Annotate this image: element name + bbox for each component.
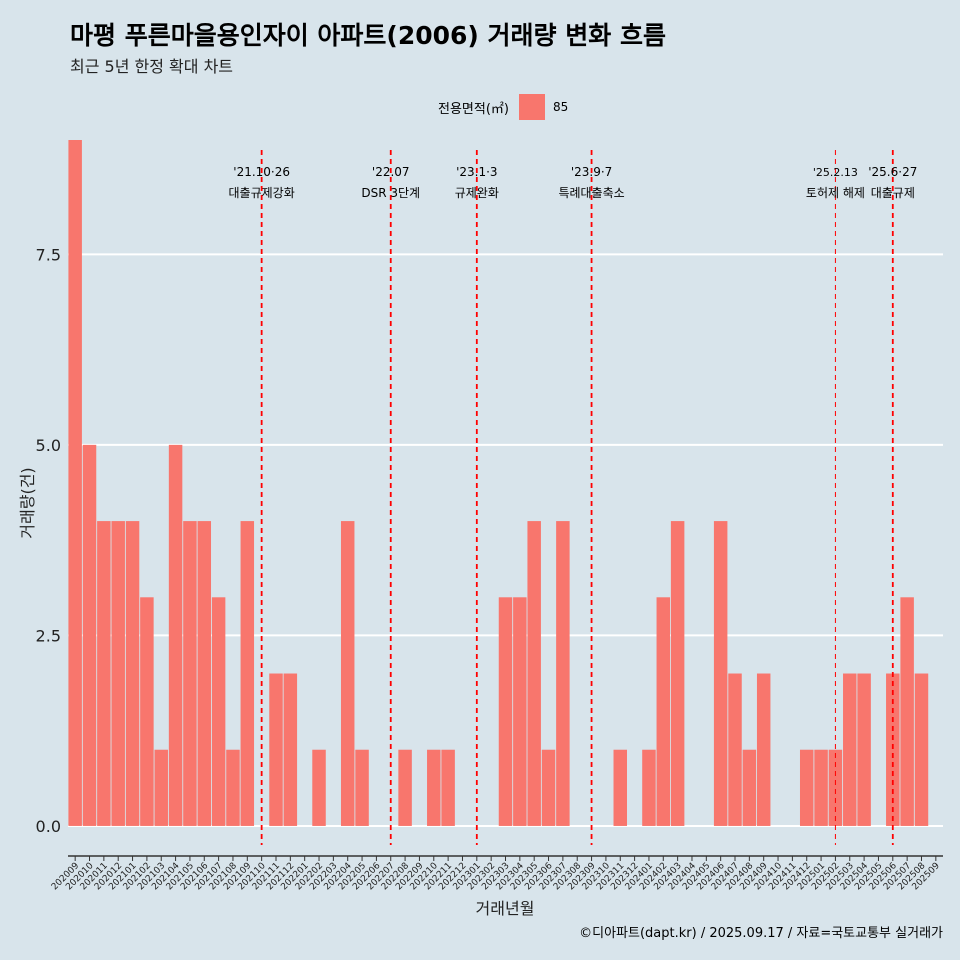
bar bbox=[914, 673, 929, 826]
legend-swatch bbox=[518, 94, 545, 120]
bar bbox=[857, 673, 871, 826]
bar bbox=[283, 673, 298, 826]
event-label: DSR 3단계 bbox=[361, 186, 420, 200]
bar bbox=[68, 140, 82, 826]
bar bbox=[728, 673, 742, 826]
bar bbox=[527, 521, 541, 826]
bar bbox=[97, 521, 111, 826]
bar bbox=[168, 444, 183, 826]
bar bbox=[513, 597, 527, 826]
y-axis-title: 거래량(건) bbox=[18, 467, 37, 538]
bar bbox=[613, 749, 627, 826]
chart-subtitle: 최근 5년 한정 확대 차트 bbox=[70, 57, 234, 76]
bar bbox=[441, 749, 455, 826]
bar bbox=[269, 673, 283, 826]
legend: 전용면적(㎡) 85 bbox=[438, 94, 568, 120]
chart-title: 마평 푸른마을용인자이 아파트(2006) 거래량 변화 흐름 bbox=[70, 21, 666, 50]
bar bbox=[843, 673, 857, 826]
bar bbox=[183, 521, 197, 826]
bar bbox=[111, 521, 125, 826]
bar bbox=[427, 749, 441, 826]
y-tick-label: 7.5 bbox=[36, 245, 61, 264]
bar bbox=[799, 749, 814, 826]
bar bbox=[125, 521, 140, 826]
bar bbox=[670, 521, 685, 826]
event-date-label: '25.2.13 bbox=[813, 166, 858, 179]
bar bbox=[82, 444, 97, 826]
bar bbox=[828, 749, 843, 826]
bar bbox=[498, 597, 513, 826]
bar bbox=[240, 521, 255, 826]
bar bbox=[814, 749, 828, 826]
event-label: 특례대출축소 bbox=[558, 186, 624, 200]
bar bbox=[211, 597, 226, 826]
y-tick-label: 2.5 bbox=[36, 626, 61, 645]
bar bbox=[197, 521, 212, 826]
bar bbox=[226, 749, 240, 826]
bar bbox=[886, 673, 900, 826]
event-date-label: '23.9·7 bbox=[571, 165, 612, 179]
bar bbox=[642, 749, 656, 826]
bar bbox=[742, 749, 757, 826]
y-tick-label: 0.0 bbox=[36, 817, 61, 836]
bar bbox=[900, 597, 914, 826]
bar bbox=[656, 597, 671, 826]
bar bbox=[713, 521, 728, 826]
event-date-label: '21.10·26 bbox=[233, 165, 290, 179]
bar bbox=[154, 749, 168, 826]
event-date-label: '22.07 bbox=[372, 165, 410, 179]
bar bbox=[541, 749, 556, 826]
y-tick-label: 5.0 bbox=[36, 436, 61, 455]
bar bbox=[355, 749, 369, 826]
event-label: 대출규제 bbox=[871, 186, 915, 200]
bar bbox=[398, 749, 412, 826]
event-label: 토허제 해제 bbox=[806, 186, 865, 200]
legend-title: 전용면적(㎡) bbox=[438, 101, 509, 117]
legend-series-label: 85 bbox=[552, 100, 569, 114]
event-label: 규제완화 bbox=[455, 186, 499, 200]
x-axis-title: 거래년월 bbox=[476, 899, 535, 918]
bar bbox=[312, 749, 326, 826]
bar bbox=[556, 521, 570, 826]
bar bbox=[140, 597, 154, 826]
source-caption: ©디아파트(dapt.kr) / 2025.09.17 / 자료=국토교통부 실… bbox=[579, 926, 943, 941]
bar bbox=[756, 673, 771, 826]
event-label: 대출규제강화 bbox=[229, 186, 295, 200]
event-date-label: '25.6·27 bbox=[868, 165, 917, 179]
event-date-label: '23.1·3 bbox=[456, 165, 497, 179]
bar bbox=[340, 521, 355, 826]
